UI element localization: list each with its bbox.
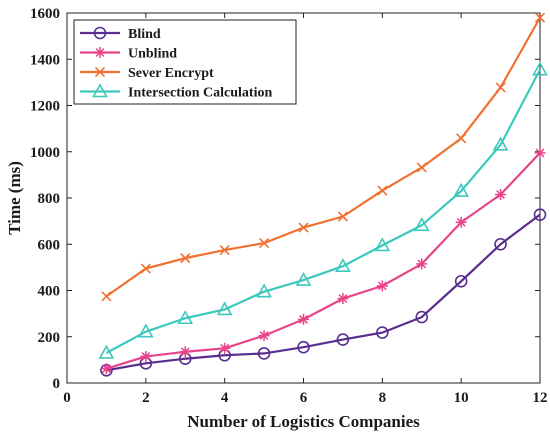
x-tick-label: 2	[142, 390, 150, 406]
data-point	[455, 216, 467, 228]
data-point	[137, 323, 154, 338]
series-unblind	[100, 147, 546, 375]
series-line	[106, 152, 541, 370]
x-tick-label: 6	[300, 390, 308, 406]
data-point	[140, 263, 151, 274]
data-point	[376, 326, 389, 339]
y-tick-label: 800	[38, 191, 61, 207]
data-point	[295, 271, 312, 286]
y-tick-label: 400	[38, 284, 61, 300]
data-point	[297, 340, 310, 354]
x-tick-label: 4	[221, 390, 229, 406]
data-point	[337, 293, 349, 305]
data-point	[456, 133, 467, 144]
data-point	[100, 363, 112, 375]
x-tick-label: 10	[454, 390, 469, 406]
series-line	[105, 17, 541, 298]
data-point	[534, 12, 546, 23]
legend-item: Blind	[80, 26, 161, 42]
data-point	[374, 237, 391, 252]
series-blind	[100, 208, 547, 377]
data-point	[453, 182, 470, 197]
data-point	[257, 347, 271, 360]
data-point	[532, 61, 548, 76]
data-point	[101, 291, 112, 302]
data-point	[177, 310, 194, 325]
data-point	[415, 310, 429, 324]
legend-label: Blind	[128, 27, 161, 42]
data-point	[179, 346, 191, 358]
legend-marker	[93, 26, 107, 40]
series-line	[106, 213, 541, 372]
x-axis-title: Number of Logistics Companies	[187, 412, 420, 431]
data-point	[140, 350, 152, 362]
legend: Blind Unblind Sever Encrypt Intersection Ca…	[73, 19, 297, 105]
legend-label: Unblind	[128, 47, 177, 62]
data-point	[533, 208, 547, 221]
y-tick-label: 600	[38, 237, 61, 253]
data-point	[216, 301, 233, 316]
series-line	[105, 69, 541, 354]
series-sever-encrypt	[101, 12, 546, 302]
legend-marker	[94, 47, 106, 58]
data-point	[258, 330, 270, 342]
data-point	[335, 258, 351, 273]
y-tick-label: 0	[53, 376, 61, 392]
legend-marker	[94, 66, 106, 78]
x-tick-label: 12	[533, 390, 548, 406]
data-point	[256, 283, 272, 298]
y-tick-label: 1400	[30, 52, 60, 68]
legend-item: Intersection Calculation	[80, 83, 272, 101]
data-point	[413, 217, 430, 232]
data-point	[495, 82, 506, 93]
y-tick-label: 1200	[30, 99, 60, 115]
data-point	[298, 313, 309, 325]
data-point	[180, 253, 191, 264]
series-layer	[98, 12, 548, 377]
y-tick-label: 1000	[30, 145, 60, 161]
series-intersection-calculation	[98, 61, 548, 359]
data-point	[219, 244, 230, 256]
y-tick-label: 1600	[30, 6, 60, 22]
legend-label: Intersection Calculation	[128, 86, 272, 101]
data-point	[534, 147, 546, 159]
data-point	[298, 222, 309, 233]
data-point	[376, 280, 388, 292]
legend-item: Unblind	[80, 47, 177, 62]
data-point	[98, 344, 115, 359]
y-tick-label: 200	[38, 330, 61, 346]
data-point	[495, 189, 507, 201]
data-point	[416, 162, 427, 173]
data-point	[492, 136, 509, 151]
legend-marker	[92, 83, 108, 98]
x-tick-label: 0	[63, 390, 71, 406]
data-point	[454, 274, 468, 288]
data-point	[336, 333, 350, 346]
data-point	[416, 258, 428, 270]
data-point	[219, 342, 231, 354]
axis-ticks: 0 2 4 6 8 10 12 0 200 400 600 800 1000 1200 1400 1600	[30, 6, 548, 406]
legend-label: Sever Encrypt	[128, 66, 214, 81]
data-point	[337, 211, 348, 222]
x-tick-label: 8	[379, 390, 387, 406]
y-axis-title: Time (ms)	[5, 161, 24, 235]
data-point	[259, 238, 270, 249]
data-point	[494, 237, 507, 251]
data-point	[377, 185, 388, 196]
legend-item: Sever Encrypt	[80, 66, 214, 81]
